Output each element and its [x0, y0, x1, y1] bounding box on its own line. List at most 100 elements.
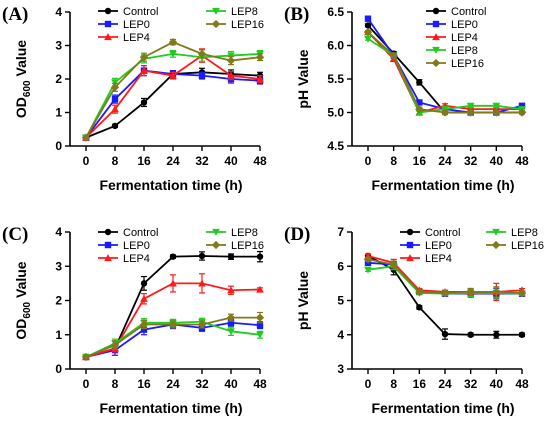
x-axis-title: Fermentation time (h) — [371, 400, 514, 416]
x-tick-label: 16 — [413, 377, 427, 391]
data-point — [466, 102, 475, 110]
y-tick-label: 5 — [337, 294, 344, 308]
data-point — [227, 253, 235, 260]
legend-marker — [104, 33, 112, 41]
y-axis-title: pH Value — [295, 271, 311, 330]
data-point — [198, 252, 206, 260]
y-tick-label: 0 — [55, 362, 62, 376]
legend-item-lep4: LEP4 — [98, 32, 150, 44]
y-tick-label: 2 — [55, 72, 62, 86]
data-point — [256, 253, 264, 260]
y-axis-title: OD600 Value — [13, 261, 33, 339]
data-point — [364, 266, 372, 274]
data-point — [517, 288, 527, 298]
y-tick-label: 3 — [55, 39, 62, 53]
data-point — [415, 287, 424, 297]
data-point — [227, 328, 235, 336]
legend-marker — [211, 240, 221, 250]
data-point — [389, 51, 398, 60]
y-tick-label: 2 — [55, 294, 62, 308]
legend-label: LEP8 — [231, 227, 258, 239]
legend-label: LEP4 — [123, 253, 150, 265]
data-point — [226, 56, 236, 65]
y-tick-label: 5.0 — [327, 106, 344, 120]
legend-label: LEP8 — [231, 6, 258, 18]
data-point — [492, 108, 501, 117]
data-point — [139, 53, 149, 62]
legend-label: LEP16 — [451, 58, 484, 70]
data-point — [256, 321, 264, 329]
x-tick-label: 8 — [390, 154, 397, 168]
data-point — [227, 52, 235, 60]
y-tick-label: 6 — [337, 259, 344, 273]
legend-label: Control — [123, 227, 158, 239]
x-tick-label: 32 — [195, 154, 209, 168]
data-point — [440, 288, 450, 298]
data-point — [140, 280, 148, 287]
x-tick-label: 8 — [390, 377, 397, 391]
x-tick-label: 40 — [224, 154, 238, 168]
data-point — [169, 279, 177, 287]
data-point — [111, 95, 119, 103]
x-axis-title: Fermentation time (h) — [371, 177, 514, 193]
x-tick-label: 48 — [515, 377, 529, 391]
x-tick-label: 8 — [112, 377, 119, 391]
legend-marker — [212, 228, 220, 236]
data-point — [111, 79, 119, 87]
x-tick-label: 8 — [112, 154, 119, 168]
y-tick-label: 6.5 — [327, 5, 344, 19]
y-tick-label: 4.5 — [327, 139, 344, 153]
data-point — [363, 27, 373, 37]
legend: Control LEP8 LEP0 LEP16 LEP4 — [98, 6, 264, 44]
x-tick-label: 0 — [365, 377, 372, 391]
legend-marker — [491, 240, 501, 250]
data-point — [140, 326, 148, 333]
data-point — [440, 108, 450, 117]
legend-marker — [432, 33, 440, 41]
legend-item-lep16: LEP16 — [426, 58, 484, 70]
data-point — [441, 330, 449, 338]
y-axis-title: OD600 Value — [13, 40, 33, 118]
data-point — [518, 331, 526, 338]
legend-label: LEP4 — [123, 32, 150, 44]
data-point — [140, 294, 148, 302]
legend-item-lep16: LEP16 — [206, 19, 264, 31]
legend-item-lep0: LEP0 — [98, 19, 150, 31]
legend-marker — [211, 19, 221, 29]
series-line — [367, 18, 523, 114]
data-point — [110, 340, 120, 350]
y-tick-label: 4 — [337, 328, 344, 342]
x-tick-label: 48 — [515, 154, 529, 168]
legend-label: Control — [425, 227, 460, 239]
data-point — [466, 287, 475, 297]
data-point — [227, 286, 235, 294]
x-tick-label: 40 — [224, 377, 238, 391]
x-tick-label: 32 — [464, 377, 478, 391]
data-point — [227, 319, 235, 326]
x-tick-label: 32 — [464, 154, 478, 168]
x-tick-label: 0 — [83, 377, 90, 391]
legend: Control LEP8 LEP0 LEP16 LEP4 — [98, 227, 264, 265]
y-axis-title: pH Value — [295, 49, 311, 108]
data-point — [139, 320, 149, 329]
legend-item-lep16: LEP16 — [206, 240, 264, 252]
legend-marker — [432, 20, 440, 28]
series-line — [367, 24, 522, 114]
legend-marker — [431, 58, 441, 68]
y-tick-label: 6.0 — [327, 39, 344, 53]
data-point — [466, 108, 475, 117]
data-point — [389, 260, 398, 269]
series-lep16 — [363, 27, 527, 117]
legend-marker — [432, 46, 440, 54]
data-point — [140, 66, 148, 74]
data-point — [416, 99, 423, 106]
legend-marker — [432, 7, 440, 15]
data-point — [492, 102, 501, 110]
data-point — [169, 50, 177, 58]
legend-label: LEP0 — [451, 19, 478, 31]
legend-marker — [104, 254, 112, 262]
series-lep16 — [363, 255, 527, 298]
y-tick-label: 4 — [55, 5, 62, 19]
